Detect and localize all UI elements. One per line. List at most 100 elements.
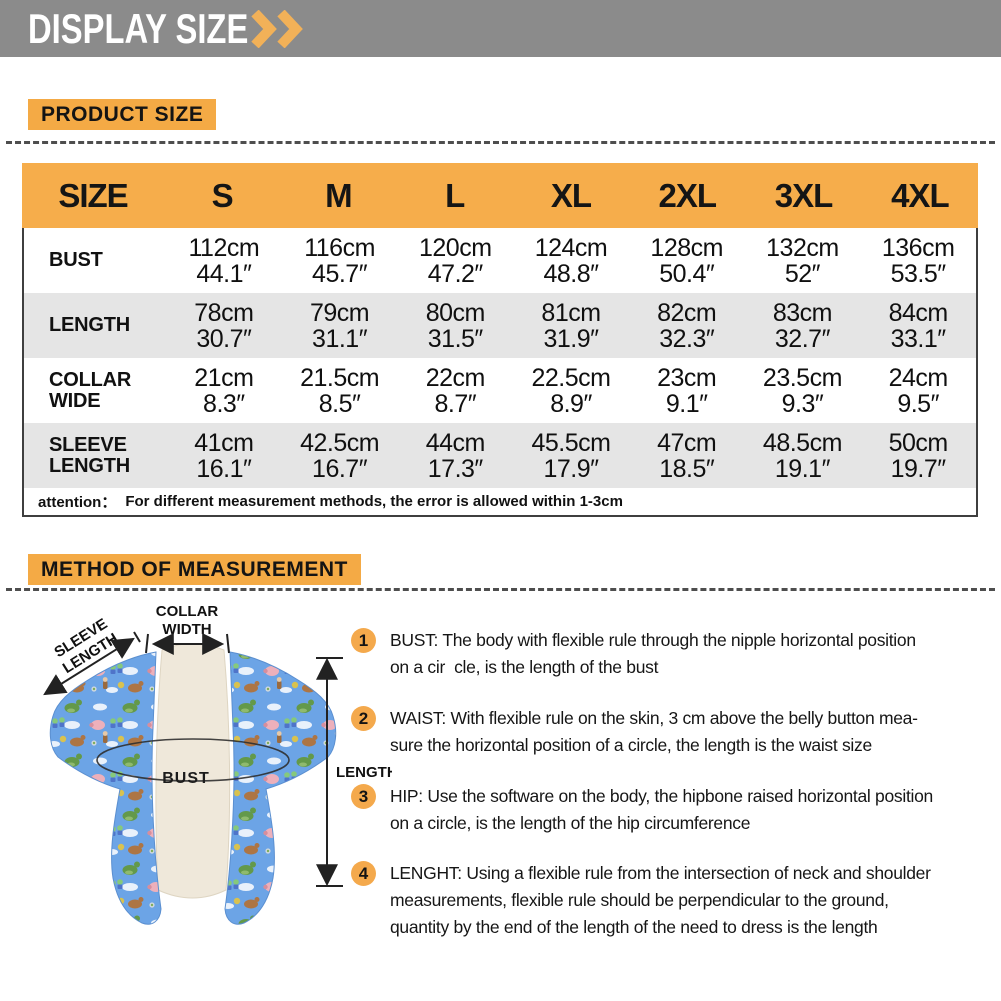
length-label: LENGTH	[336, 764, 392, 781]
sleeve-tick	[133, 631, 141, 643]
size-value-cm: 23cm	[657, 363, 717, 392]
size-value-inch: 8.3″	[203, 389, 245, 418]
size-value-cm: 120cm	[419, 233, 492, 262]
size-value-cm: 128cm	[650, 233, 723, 262]
item-text-waist: WAIST: With flexible rule on the skin, 3…	[390, 708, 918, 755]
size-cell: 128cm 50.4″	[629, 235, 745, 287]
size-value-inch: 45.7″	[312, 259, 368, 288]
size-value-cm: 78cm	[194, 298, 254, 327]
size-cell: 84cm 33.1″	[860, 300, 976, 352]
attention-label: attention：	[38, 494, 117, 511]
size-value-cm: 80cm	[425, 298, 486, 327]
method-of-measurement-tag: METHOD OF MEASUREMENT	[28, 554, 361, 585]
size-value-cm: 50cm	[888, 428, 949, 457]
header-cell-4xl: 4XL	[891, 176, 950, 214]
sleeve-length-arrow	[43, 637, 135, 696]
size-cell: 82cm 32.3″	[629, 300, 745, 352]
size-cell: 80cm 31.5″	[397, 300, 513, 352]
size-value-cm: 48.5cm	[762, 428, 842, 457]
item-text-hip: HIP: Use the software on the body, the h…	[390, 786, 933, 833]
size-value-inch: 8.9″	[550, 389, 592, 418]
garment-left-panel	[49, 651, 162, 925]
size-cell: 48.5cm 19.1″	[745, 430, 861, 482]
size-value-inch: 18.5″	[659, 454, 715, 483]
header-cell-3xl: 3XL	[774, 176, 834, 214]
collar-width-label: COLLAR	[156, 603, 219, 620]
size-value-cm: 45.5cm	[531, 428, 611, 457]
size-value-cm: 81cm	[541, 298, 601, 327]
size-value-inch: 32.3″	[659, 324, 715, 353]
size-value-cm: 84cm	[888, 298, 949, 327]
header-cell-xl: XL	[550, 176, 592, 214]
size-value-cm: 22cm	[425, 363, 486, 392]
size-table-body: BUST 112cm 44.1″ 116cm 45.7″ 120cm 47.2″ 12…	[22, 228, 978, 517]
size-value-cm: 21cm	[194, 363, 254, 392]
size-value-cm: 132cm	[766, 233, 839, 262]
size-cell: 116cm 45.7″	[282, 235, 398, 287]
size-value-inch: 8.7″	[434, 389, 477, 418]
size-value-inch: 52″	[784, 259, 821, 288]
size-value-inch: 47.2″	[427, 259, 484, 288]
row-label: LENGTH	[49, 314, 131, 336]
table-row-collar-wide: COLLAR WIDE 21cm 8.3″ 21.5cm 8.5″ 22cm 8.7″…	[24, 358, 976, 423]
size-value-inch: 9.3″	[781, 389, 824, 418]
bust-girth-line	[96, 738, 290, 782]
garment-diagram: BUST COLLAR WIDTH SLEEVE LENGTH LENGTH	[43, 603, 392, 925]
size-value-inch: 9.5″	[897, 389, 939, 418]
header-cell-m: M	[325, 176, 353, 214]
item-number-badge: 1	[351, 628, 376, 653]
size-cell: 22.5cm 8.9″	[513, 365, 629, 417]
size-value-cm: 82cm	[657, 298, 717, 327]
size-value-inch: 8.5″	[318, 389, 361, 418]
size-value-cm: 42.5cm	[300, 428, 380, 457]
size-value-cm: 24cm	[888, 363, 949, 392]
size-cell: 79cm 31.1″	[282, 300, 398, 352]
size-table-header: SIZE S M L XL 2XL 3XL 4XL	[22, 163, 978, 228]
size-value-inch: 50.4″	[659, 259, 715, 288]
size-value-inch: 48.8″	[543, 259, 599, 288]
size-value-inch: 32.7″	[774, 324, 831, 353]
collar-tick-left	[145, 633, 149, 654]
size-value-inch: 31.5″	[427, 324, 484, 353]
size-value-cm: 79cm	[309, 298, 370, 327]
size-cell: 42.5cm 16.7″	[282, 430, 398, 482]
attention-note: attention： For different measurement met…	[24, 488, 976, 515]
size-value-cm: 44cm	[425, 428, 486, 457]
size-value-cm: 41cm	[194, 428, 254, 457]
collar-width-label: WIDTH	[162, 621, 211, 638]
size-value-inch: 16.7″	[312, 454, 368, 483]
table-row-bust: BUST 112cm 44.1″ 116cm 45.7″ 120cm 47.2″ 12…	[24, 228, 976, 293]
size-cell: 23.5cm 9.3″	[745, 365, 861, 417]
size-value-inch: 17.9″	[543, 454, 599, 483]
size-value-inch: 31.9″	[543, 324, 599, 353]
size-value-inch: 9.1″	[665, 389, 708, 418]
size-value-cm: 112cm	[188, 233, 260, 262]
size-cell: 112cm 44.1″	[166, 235, 282, 287]
dashed-divider	[6, 141, 995, 144]
header-cell-2xl: 2XL	[658, 176, 718, 214]
double-chevron-right-icon	[251, 10, 303, 48]
item-text-length: LENGHT: Using a flexible rule from the i…	[390, 863, 931, 937]
header-cell-size: SIZE	[58, 176, 128, 214]
dashed-divider	[6, 588, 995, 591]
display-size-banner: DISPLAY SIZE	[0, 0, 1001, 57]
table-row-sleeve-length: SLEEVE LENGTH 41cm 16.1″ 42.5cm 16.7″ 44cm…	[24, 423, 976, 488]
item-number-badge: 3	[351, 784, 376, 809]
size-value-cm: 22.5cm	[531, 363, 611, 392]
size-value-inch: 44.1″	[196, 259, 252, 288]
product-size-tag: PRODUCT SIZE	[28, 99, 217, 130]
size-cell: 24cm 9.5″	[860, 365, 976, 417]
size-value-inch: 33.1″	[890, 324, 947, 353]
item-text-bust: BUST: The body with flexible rule throug…	[390, 630, 916, 677]
size-cell: 132cm 52″	[745, 235, 861, 287]
size-cell: 41cm 16.1″	[166, 430, 282, 482]
size-value-cm: 47cm	[657, 428, 717, 457]
row-label: SLEEVE LENGTH	[49, 433, 131, 477]
row-label: COLLAR WIDE	[49, 368, 132, 412]
size-value-inch: 17.3″	[427, 454, 484, 483]
size-cell: 21.5cm 8.5″	[282, 365, 398, 417]
size-value-cm: 136cm	[881, 233, 955, 262]
size-cell: 78cm 30.7″	[166, 300, 282, 352]
size-cell: 136cm 53.5″	[860, 235, 976, 287]
size-cell: 22cm 8.7″	[397, 365, 513, 417]
